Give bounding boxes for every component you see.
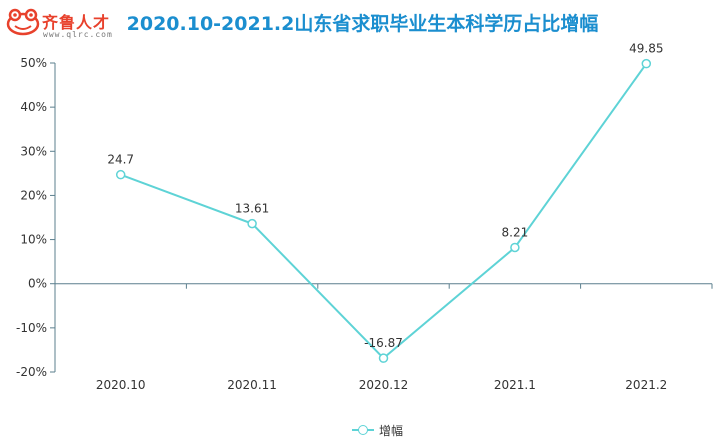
series-line-zengfu — [120, 63, 648, 360]
x-tick-label: 2021.1 — [494, 378, 536, 392]
brand-name: 齐鲁人才 — [42, 13, 111, 32]
data-point[interactable] — [510, 242, 520, 253]
x-tick-label: 2020.10 — [96, 378, 146, 392]
chart-title: 2020.10-2021.2山东省求职毕业生本科学历占比增幅 — [126, 13, 599, 35]
x-axis: 2020.10 2020.11 2020.12 2021.1 2021.2 — [54, 283, 713, 392]
data-labels: 24.7 13.61 -16.87 8.21 49.85 — [107, 42, 663, 351]
data-label: 13.61 — [235, 202, 269, 216]
y-tick-label: 30% — [20, 144, 47, 158]
data-point[interactable] — [247, 218, 257, 229]
y-axis: -20% -10% 0% 10% 20% 30% 40% 50% — [16, 56, 55, 379]
data-point[interactable] — [115, 169, 126, 180]
x-tick-label: 2020.12 — [359, 378, 409, 392]
data-point[interactable] — [641, 58, 652, 69]
legend-line-icon — [352, 424, 374, 436]
data-point[interactable] — [378, 353, 389, 363]
x-tick-label: 2021.2 — [625, 378, 667, 392]
y-tick-label: 0% — [28, 277, 47, 291]
legend[interactable]: 增幅 — [352, 420, 403, 440]
y-tick-label: 10% — [20, 233, 47, 247]
y-tick-label: -20% — [16, 365, 47, 379]
frog-logo-icon — [6, 8, 40, 36]
legend-label: 增幅 — [379, 423, 404, 438]
x-tick-label: 2020.11 — [227, 378, 277, 392]
brand-url: www.qlrc.com — [43, 30, 113, 39]
data-label: 49.85 — [629, 42, 663, 56]
y-tick-label: -10% — [16, 321, 47, 335]
data-label: 8.21 — [502, 225, 529, 239]
y-tick-label: 40% — [20, 100, 47, 114]
y-tick-label: 20% — [20, 188, 47, 202]
data-label: 24.7 — [107, 153, 134, 167]
y-tick-label: 50% — [20, 56, 47, 70]
data-label: -16.87 — [364, 336, 403, 350]
brand-logo: 齐鲁人才 www.qlrc.com — [6, 6, 136, 42]
data-points — [115, 58, 652, 363]
